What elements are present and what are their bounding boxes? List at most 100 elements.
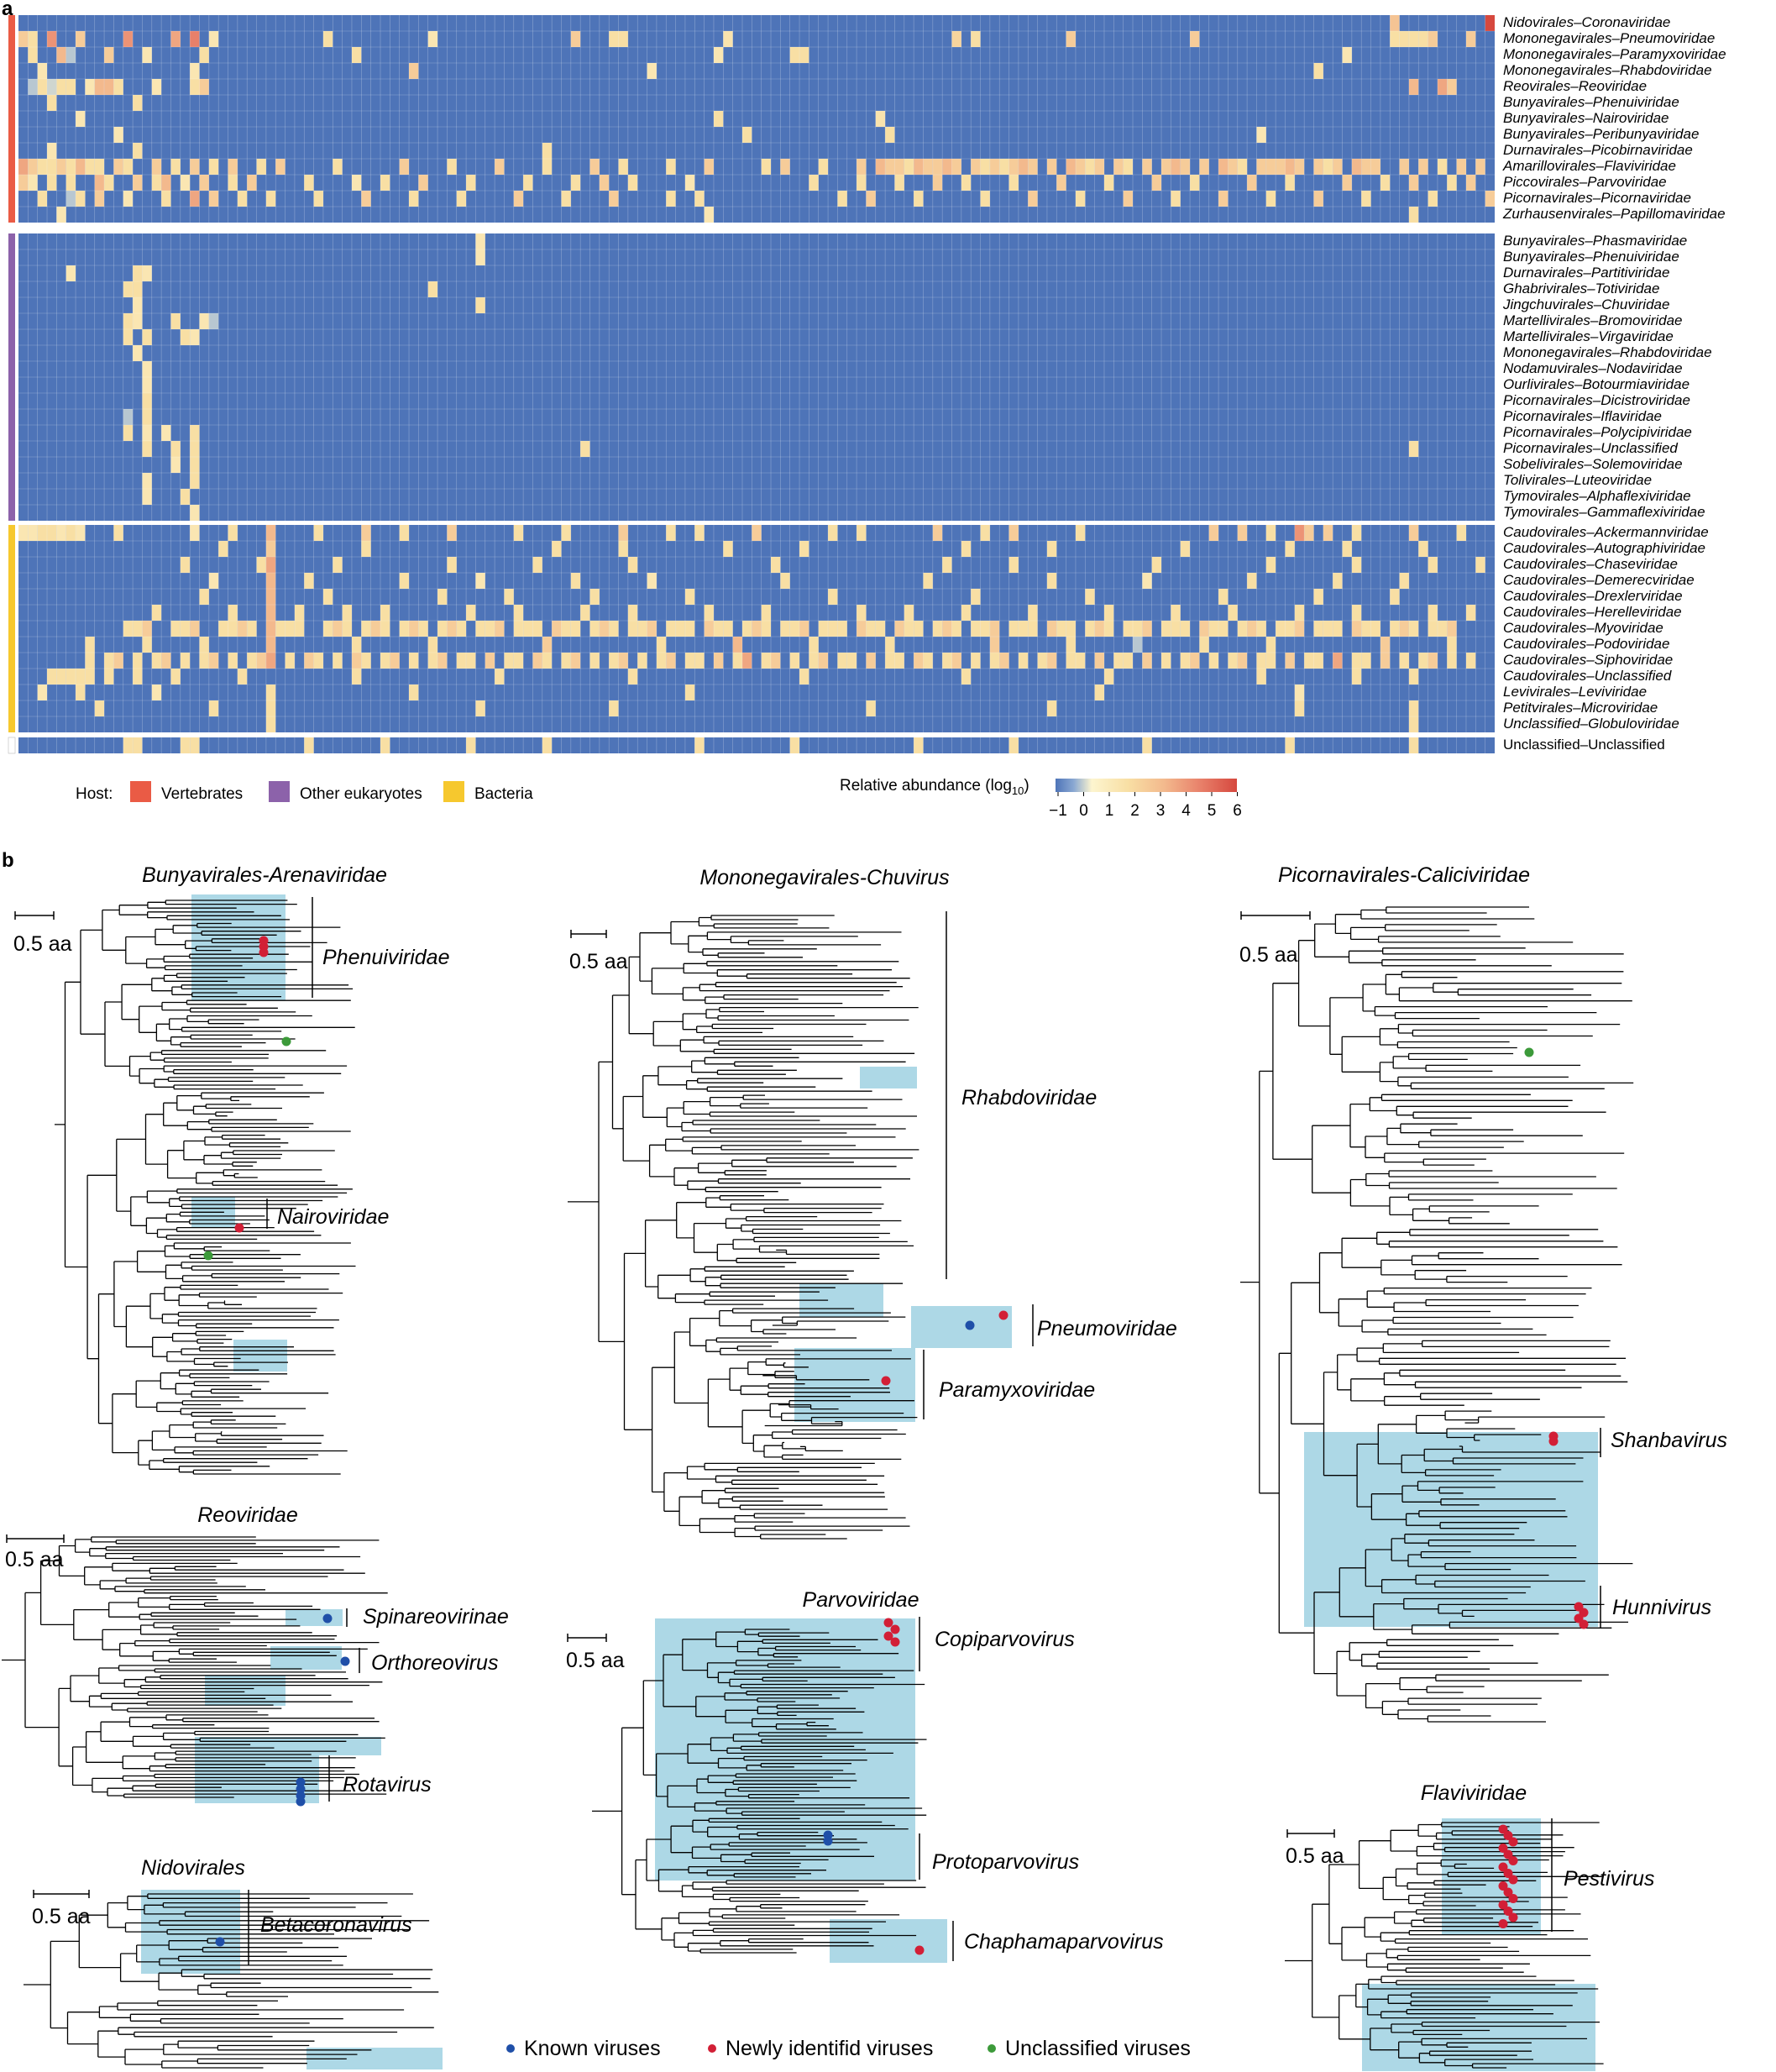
- heatmap-cell: [1361, 191, 1371, 207]
- heatmap-cell: [1276, 621, 1286, 637]
- row-label: Picornavirales–Unclassified: [1503, 440, 1678, 456]
- heatmap-cell: [208, 159, 219, 175]
- heatmap-cell: [1171, 159, 1181, 175]
- heatmap-cell: [1313, 63, 1323, 79]
- heatmap-cell: [1399, 31, 1409, 47]
- heatmap-cell: [342, 621, 352, 637]
- legend-new-viruses: Newly identifid viruses: [726, 2037, 933, 2060]
- heatmap-row: [18, 589, 1495, 605]
- heatmap-cell: [28, 525, 38, 541]
- heatmap-cell: [456, 653, 467, 669]
- heatmap-cell: [684, 685, 695, 700]
- colorbar-tick-label: 3: [1156, 802, 1166, 820]
- heatmap-cell: [1075, 159, 1086, 175]
- colorbar-tick-label: 4: [1181, 802, 1191, 820]
- heatmap-row-background: [18, 63, 1495, 79]
- heatmap-cell: [1218, 191, 1229, 207]
- heatmap-cell: [1037, 653, 1047, 669]
- heatmap-cell: [333, 653, 343, 669]
- heatmap-cell: [1199, 621, 1209, 637]
- heatmap-cell: [247, 653, 257, 669]
- row-label: Caudovirales–Chaseviridae: [1503, 556, 1678, 572]
- heatmap-cell: [904, 159, 914, 175]
- heatmap-row: [18, 79, 1495, 95]
- row-label: Petitvirales–Microviridae: [1503, 700, 1658, 716]
- heatmap-cell: [1265, 557, 1276, 573]
- tree-branches: [1285, 1822, 1604, 2069]
- heatmap-cell: [1133, 637, 1143, 653]
- row-label: Caudovirales–Herelleviridae: [1503, 604, 1682, 620]
- heatmap-cell: [1008, 557, 1019, 573]
- colorbar-tick-label: −1: [1049, 802, 1067, 820]
- heatmap-cell: [1408, 621, 1419, 637]
- heatmap-cell: [761, 159, 772, 175]
- heatmap-cell: [1323, 621, 1333, 637]
- heatmap-cell: [771, 653, 781, 669]
- clade-label: Phenuiviridae: [322, 946, 450, 969]
- grid-horizontal: [18, 30, 1495, 717]
- host-strip-cell: [8, 441, 15, 457]
- heatmap-cell: [818, 159, 829, 175]
- row-label: Levivirales–Leviviridae: [1503, 684, 1647, 700]
- heatmap-cell: [951, 621, 961, 637]
- heatmap-cell: [265, 191, 276, 207]
- heatmap-cell: [190, 621, 200, 637]
- heatmap-cell: [1408, 207, 1419, 223]
- heatmap-cell: [437, 589, 448, 605]
- heatmap-cell: [513, 621, 524, 637]
- heatmap-cell: [56, 207, 66, 223]
- heatmap-cell: [247, 621, 257, 637]
- tree-branches: [24, 1893, 439, 2069]
- heatmap-cell: [1408, 669, 1419, 685]
- heatmap-cell: [1094, 621, 1104, 637]
- heatmap-cell: [47, 669, 57, 685]
- heatmap-cell: [76, 669, 86, 685]
- heatmap-cell: [1171, 605, 1181, 621]
- heatmap-cell: [190, 329, 200, 345]
- host-strip-cell: [8, 605, 15, 621]
- heatmap-cell: [1066, 159, 1076, 175]
- heatmap-cell: [1265, 637, 1276, 653]
- colorbar-tick-label: 1: [1105, 802, 1114, 820]
- heatmap-cell: [1408, 31, 1419, 47]
- heatmap-cell: [190, 457, 200, 473]
- heatmap-cell: [1370, 621, 1380, 637]
- row-label: Nidovirales–Coronaviridae: [1503, 14, 1670, 30]
- heatmap-cell: [1161, 621, 1171, 637]
- row-label: Durnavirales–Picobirnaviridae: [1503, 142, 1693, 158]
- tree-branches: [2, 1536, 388, 1798]
- heatmap-cell: [409, 63, 419, 79]
- known-virus-dot: [215, 1937, 225, 1947]
- heatmap-cell: [285, 621, 295, 637]
- heatmap-cell: [322, 589, 333, 605]
- heatmap-cell: [961, 605, 972, 621]
- heatmap-cell: [1113, 159, 1124, 175]
- heatmap-row: [18, 653, 1495, 669]
- heatmap-cell: [1390, 621, 1400, 637]
- tree-branches: [568, 915, 919, 1540]
- heatmap-cell: [1465, 653, 1476, 669]
- row-label: Mononegavirales–Pneumoviridae: [1503, 30, 1715, 46]
- heatmap-cell: [741, 653, 752, 669]
- heatmap-cell: [1399, 159, 1409, 175]
- heatmap-row: [18, 557, 1495, 573]
- heatmap-cell: [666, 653, 676, 669]
- heatmap-cell: [447, 557, 457, 573]
- colorbar-tick-label: 0: [1079, 802, 1088, 820]
- heatmap-row-background: [18, 233, 1495, 249]
- heatmap-row-background: [18, 95, 1495, 111]
- heatmap-cell: [1028, 159, 1038, 175]
- heatmap-cell: [361, 621, 371, 637]
- heatmap-cell: [190, 31, 200, 47]
- heatmap-cell: [857, 605, 867, 621]
- heatmap-row: [18, 637, 1495, 653]
- heatmap-cell: [504, 589, 514, 605]
- heatmap-cell: [1085, 589, 1095, 605]
- heatmap-cell: [190, 191, 200, 207]
- row-label: Caudovirales–Unclassified: [1503, 668, 1672, 684]
- heatmap-cell: [275, 621, 286, 637]
- heatmap-cell: [1313, 589, 1323, 605]
- heatmap-cell: [942, 159, 952, 175]
- new-virus-dot: [1508, 1875, 1518, 1885]
- heatmap-cell: [1399, 621, 1409, 637]
